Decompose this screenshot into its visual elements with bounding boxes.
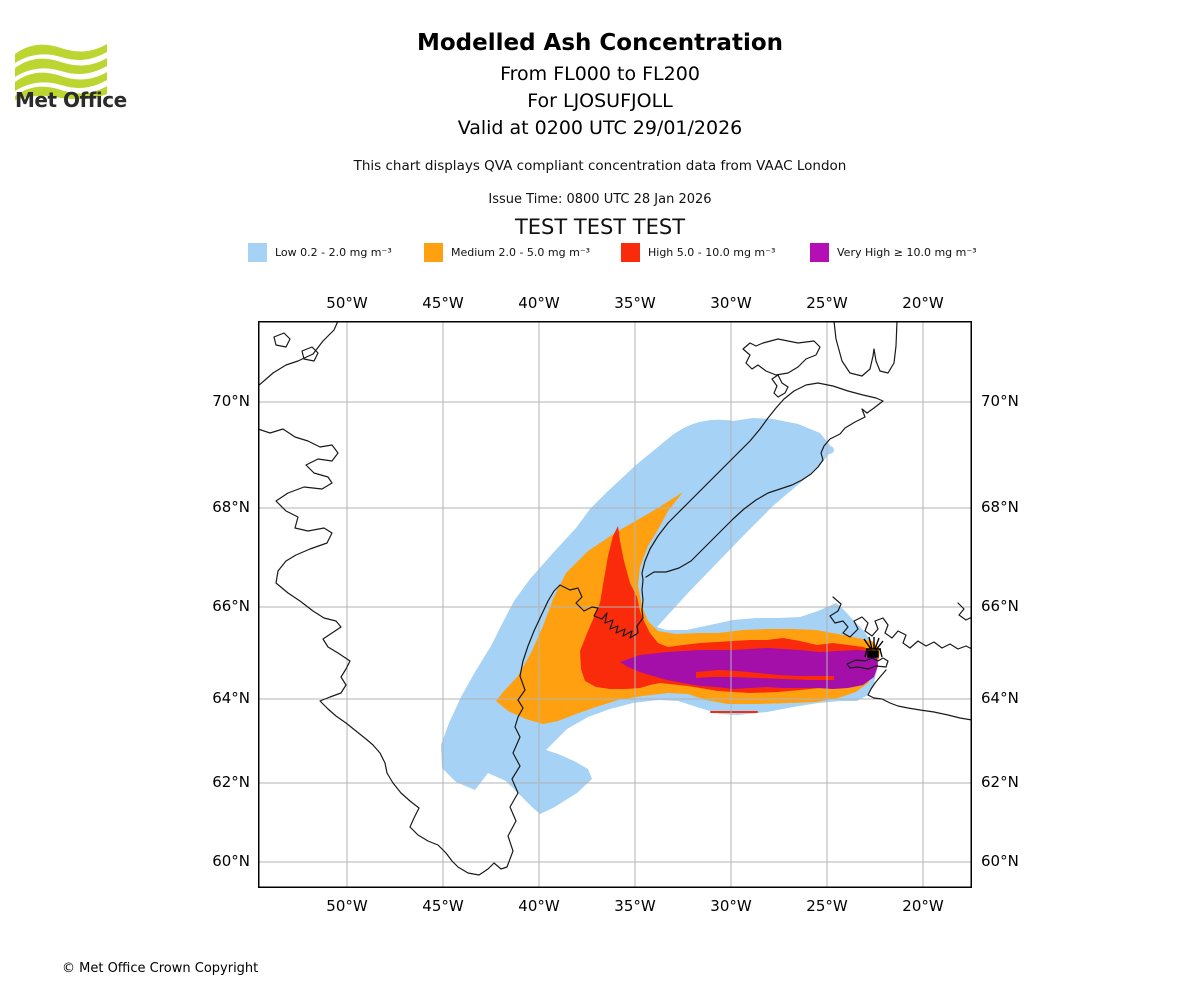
lon-label-bottom: 50°W [326,897,368,915]
logo-waves [15,44,107,100]
legend-swatch [621,242,640,262]
ne-greenland-peninsulas [833,320,898,377]
lon-label-bottom: 30°W [710,897,752,915]
legend-label: Very High ≥ 10.0 mg m⁻³ [837,245,977,259]
map-area [254,320,976,888]
lon-label-bottom: 45°W [422,897,464,915]
page-title: Modelled Ash Concentration [416,30,784,56]
lon-label-top: 35°W [614,294,656,312]
lon-label-bottom: 25°W [806,897,848,915]
island [301,346,319,362]
legend-label: High 5.0 - 10.0 mg m⁻³ [648,245,776,259]
met-office-logo [15,44,107,100]
chart-description: This chart displays QVA compliant concen… [353,158,847,174]
lat-label-left: 68°N [212,498,250,516]
lon-label-bottom: 20°W [902,897,944,915]
graticule [258,321,972,888]
subtitle-valid-time: Valid at 0200 UTC 29/01/2026 [457,117,743,139]
lat-label-left: 66°N [212,597,250,615]
subtitle-flight-levels: From FL000 to FL200 [500,63,700,85]
lon-label-top: 30°W [710,294,752,312]
island [273,332,291,348]
lat-label-right: 64°N [981,689,1019,707]
lon-label-bottom: 35°W [614,897,656,915]
copyright: © Met Office Crown Copyright [62,961,259,976]
met-office-logo-text: Met Office [15,88,127,112]
lon-label-top: 50°W [326,294,368,312]
lon-label-top: 45°W [422,294,464,312]
iceland-coastline [829,596,973,650]
scoresby-fjords [742,338,821,376]
high-sliver [710,711,758,713]
legend-label: Low 0.2 - 2.0 mg m⁻³ [275,245,392,259]
lat-label-left: 70°N [212,392,250,410]
lon-label-top: 20°W [902,294,944,312]
legend-item: High 5.0 - 10.0 mg m⁻³ [621,241,775,263]
lat-label-right: 66°N [981,597,1019,615]
lat-label-right: 68°N [981,498,1019,516]
subtitle-volcano: For LJOSUFJOLL [527,90,673,112]
lat-label-left: 62°N [212,773,250,791]
legend-swatch [424,242,443,262]
lat-label-left: 64°N [212,689,250,707]
coastlines [257,320,973,876]
legend-swatch [248,242,267,262]
legend-swatch [810,242,829,262]
greenland-coastline [257,320,339,387]
lat-label-right: 70°N [981,392,1019,410]
issue-time: Issue Time: 0800 UTC 28 Jan 2026 [488,192,712,207]
legend-label: Medium 2.0 - 5.0 mg m⁻³ [451,245,591,259]
lat-label-right: 60°N [981,852,1019,870]
ash-concentration-map [254,320,976,888]
lat-label-right: 62°N [981,773,1019,791]
legend-item: Very High ≥ 10.0 mg m⁻³ [810,241,977,263]
lat-label-left: 60°N [212,852,250,870]
lon-label-top: 40°W [518,294,560,312]
legend-item: Low 0.2 - 2.0 mg m⁻³ [248,241,392,263]
lon-label-top: 25°W [806,294,848,312]
volcano-marker [863,636,884,658]
test-banner: TEST TEST TEST [514,215,686,239]
legend-item: Medium 2.0 - 5.0 mg m⁻³ [424,241,590,263]
lon-label-bottom: 40°W [518,897,560,915]
